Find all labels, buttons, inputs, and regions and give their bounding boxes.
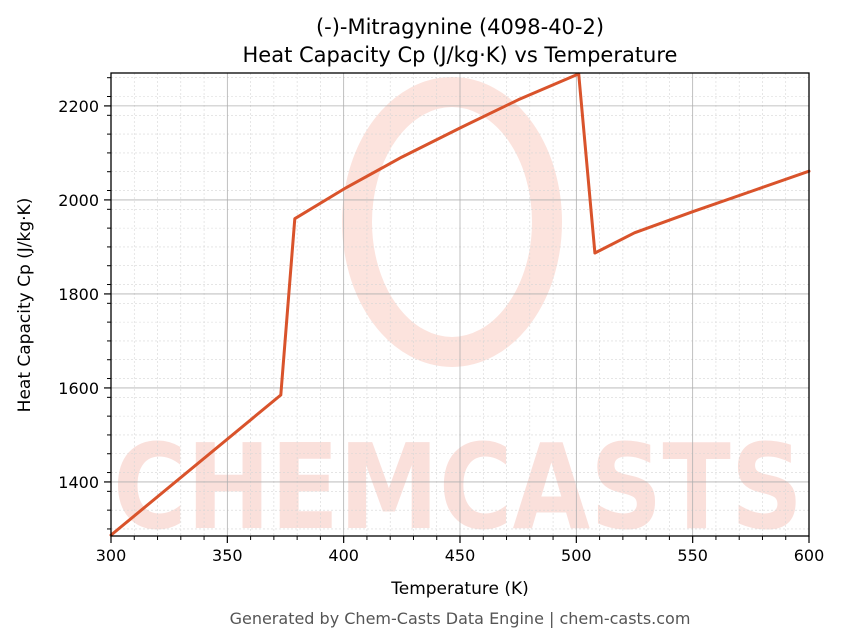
y-tick-label: 2200: [58, 97, 99, 116]
footer-credit: Generated by Chem-Casts Data Engine | ch…: [230, 609, 691, 628]
y-tick-label: 1600: [58, 379, 99, 398]
x-axis-label: Temperature (K): [390, 579, 529, 599]
y-tick-label: 2000: [58, 191, 99, 210]
heat-capacity-line: [109, 72, 811, 537]
x-tick-label: 400: [328, 546, 359, 565]
y-tick-label: 1400: [58, 473, 99, 492]
x-tick-label: 450: [445, 546, 476, 565]
x-tick-label: 500: [561, 546, 592, 565]
watermark: CHEMCASTS: [113, 77, 803, 556]
watermark-logo-ring: [342, 77, 562, 367]
y-tick-label: 1800: [58, 285, 99, 304]
major-grid: [110, 73, 810, 536]
x-tick-label: 550: [677, 546, 708, 565]
series-layer: [109, 72, 811, 537]
x-tick-label: 600: [794, 546, 825, 565]
y-axis: 1400 1600 1800 2000 2200: [58, 77, 111, 530]
x-tick-label: 350: [212, 546, 243, 565]
chart-title: (-)-Mitragynine (4098-40-2): [316, 15, 604, 39]
chart-subtitle: Heat Capacity Cp (J/kg·K) vs Temperature: [243, 43, 678, 67]
x-tick-label: 300: [96, 546, 127, 565]
x-axis: 300 350 400 450 500 550 600: [96, 536, 825, 565]
y-axis-label: Heat Capacity Cp (J/kg·K): [15, 198, 35, 413]
watermark-text: CHEMCASTS: [113, 418, 803, 556]
